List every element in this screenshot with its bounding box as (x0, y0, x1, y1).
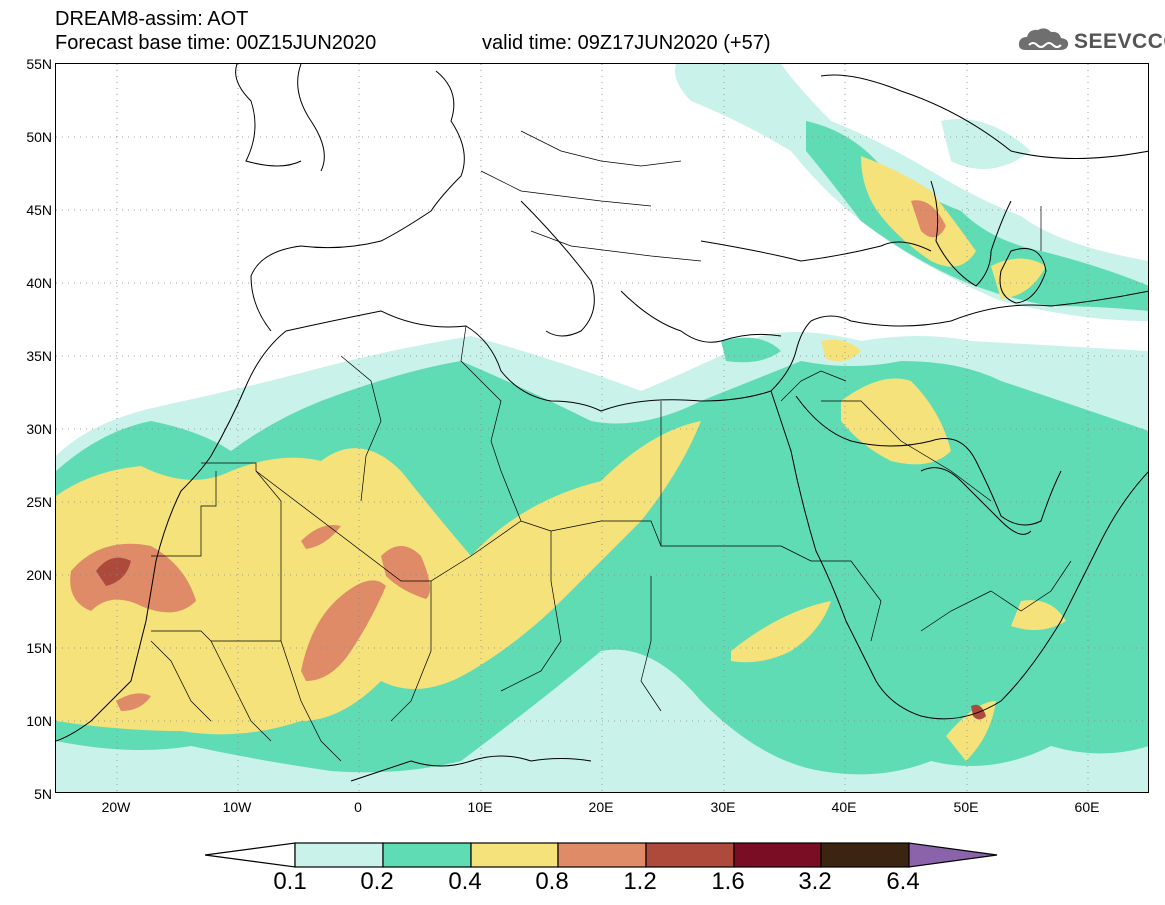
colorbar-swatch-2 (382, 842, 472, 868)
valid-time: valid time: 09Z17JUN2020 (+57) (482, 32, 771, 54)
lat-label-45n: 45N (26, 202, 52, 218)
lat-label-40n: 40N (26, 275, 52, 291)
colorbar-label-3.2: 3.2 (798, 868, 832, 895)
lat-label-10n: 10N (26, 713, 52, 729)
colorbar-swatch-1 (294, 842, 384, 868)
lat-label-15n: 15N (26, 640, 52, 656)
colorbar-label-0.1: 0.1 (273, 868, 307, 895)
colorbar-swatch-6 (733, 842, 822, 868)
map-area (55, 63, 1149, 793)
colorbar (205, 842, 998, 868)
colorbar-label-0.8: 0.8 (535, 868, 569, 895)
colorbar-label-6.4: 6.4 (886, 868, 920, 895)
lat-label-5n: 5N (34, 786, 52, 802)
colorbar-swatch-4 (557, 842, 647, 868)
lon-label-40e: 40E (831, 799, 857, 815)
graticule (56, 64, 1148, 792)
lat-label-20n: 20N (26, 567, 52, 583)
lat-label-30n: 30N (26, 421, 52, 437)
lat-label-50n: 50N (26, 129, 52, 145)
lon-label-20e: 20E (588, 799, 614, 815)
colorbar-label-0.2: 0.2 (360, 868, 394, 895)
lon-label-30e: 30E (710, 799, 736, 815)
colorbar-swatch-5 (645, 842, 735, 868)
country-borders (150, 130, 1072, 762)
aot-band-0.8-1.2 (70, 200, 946, 711)
lon-label-20w: 20W (101, 799, 131, 815)
forecast-base-time: Forecast base time: 00Z15JUN2020 (55, 32, 377, 54)
lat-label-55n: 55N (26, 56, 52, 72)
cloud-icon (1018, 28, 1069, 50)
colorbar-label-1.2: 1.2 (623, 868, 657, 895)
colorbar-label-1.6: 1.6 (711, 868, 745, 895)
seevccc-logo: SEEVCCC (1016, 24, 1165, 58)
colorbar-over-triangle (908, 842, 998, 868)
lat-label-35n: 35N (26, 348, 52, 364)
lat-label-25n: 25N (26, 494, 52, 510)
colorbar-label-0.4: 0.4 (448, 868, 482, 895)
lon-label-10e: 10E (467, 799, 493, 815)
colorbar-swatch-7 (820, 842, 910, 868)
lon-label-50e: 50E (953, 799, 979, 815)
colorbar-under-triangle (205, 842, 296, 868)
logo-text: SEEVCCC (1074, 30, 1165, 53)
colorbar-swatch-3 (470, 842, 559, 868)
coastlines (56, 64, 1148, 782)
lon-label-10w: 10W (222, 799, 252, 815)
lon-label-0: 0 (354, 799, 362, 815)
aot-map (56, 64, 1148, 792)
lon-label-60e: 60E (1074, 799, 1100, 815)
map-title: DREAM8-assim: AOT (55, 8, 249, 30)
